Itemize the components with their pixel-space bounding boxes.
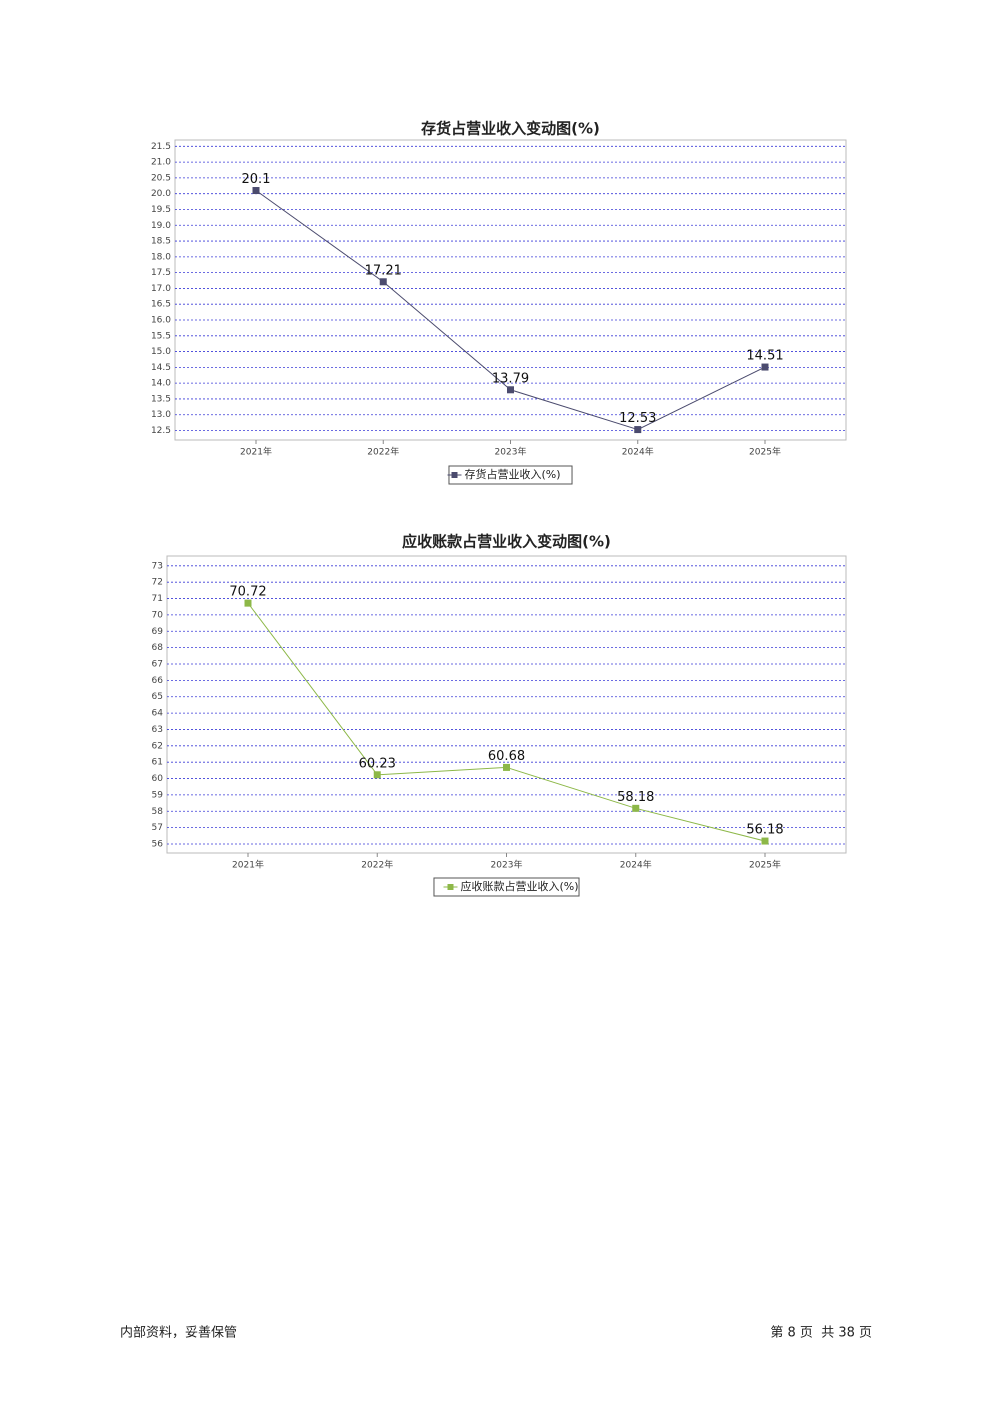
y-tick-label: 16.0	[151, 316, 171, 326]
y-tick-label: 14.5	[151, 363, 171, 373]
y-tick-label: 60	[152, 774, 164, 784]
y-tick-label: 21.0	[151, 158, 171, 168]
y-tick-label: 73	[152, 561, 163, 571]
legend-label: 存货占营业收入(%)	[465, 467, 561, 481]
data-label: 20.1	[242, 172, 271, 187]
legend-marker	[447, 884, 454, 890]
legend-label: 应收账款占营业收入(%)	[461, 879, 579, 893]
x-tick-label: 2022年	[361, 859, 393, 871]
x-tick-label: 2023年	[491, 859, 523, 871]
x-tick-label: 2022年	[367, 446, 399, 458]
y-tick-label: 62	[152, 741, 163, 751]
y-tick-label: 21.5	[151, 142, 171, 152]
y-tick-label: 15.5	[151, 331, 171, 341]
x-tick-label: 2025年	[749, 859, 781, 871]
data-label: 17.21	[365, 263, 402, 278]
y-tick-label: 69	[152, 627, 164, 637]
y-tick-label: 13.5	[151, 394, 171, 404]
y-tick-label: 70	[152, 610, 164, 620]
x-tick-label: 2021年	[232, 859, 264, 871]
point	[503, 763, 510, 771]
y-tick-label: 63	[152, 725, 163, 735]
point	[379, 278, 387, 286]
point	[244, 599, 252, 607]
data-label: 58.18	[617, 790, 654, 805]
y-tick-label: 56	[152, 840, 164, 850]
y-tick-label: 65	[152, 692, 163, 702]
plot-area	[166, 555, 847, 854]
point	[632, 804, 640, 812]
y-tick-label: 71	[152, 594, 163, 604]
legend-box	[433, 877, 580, 897]
y-tick-label: 18.5	[151, 237, 171, 247]
data-label: 60.68	[488, 749, 525, 764]
y-tick-label: 16.5	[151, 300, 171, 310]
data-label: 12.53	[619, 411, 656, 426]
legend-marker	[451, 472, 458, 478]
x-tick-label: 2024年	[622, 446, 654, 458]
y-tick-label: 18.0	[151, 252, 171, 262]
y-tick-label: 68	[152, 643, 164, 653]
footer-right: 第 8 页 共 38 页	[770, 1326, 872, 1341]
data-label: 60.23	[359, 756, 396, 771]
data-label: 14.51	[746, 349, 783, 364]
point	[761, 837, 769, 845]
point	[761, 363, 769, 371]
data-label: 13.79	[492, 371, 529, 386]
y-tick-label: 59	[152, 790, 164, 800]
y-tick-label: 19.0	[151, 221, 171, 231]
chart-title: 存货占营业收入变动图(%)	[421, 120, 600, 138]
y-tick-label: 17.0	[151, 284, 171, 294]
chart-title: 应收账款占营业收入变动图(%)	[402, 533, 611, 551]
y-tick-label: 61	[152, 758, 163, 768]
x-tick-label: 2021年	[240, 446, 272, 458]
x-tick-label: 2023年	[495, 446, 527, 458]
y-tick-label: 57	[152, 823, 163, 833]
y-tick-label: 66	[152, 676, 164, 686]
point	[634, 426, 642, 434]
y-tick-label: 20.0	[151, 189, 171, 199]
y-tick-label: 20.5	[151, 173, 171, 183]
plot-area	[174, 139, 847, 441]
x-tick-label: 2024年	[620, 859, 652, 871]
y-tick-label: 15.0	[151, 347, 171, 357]
y-tick-label: 58	[152, 807, 164, 817]
y-tick-label: 64	[152, 709, 164, 719]
y-tick-label: 72	[152, 578, 163, 588]
point	[252, 187, 260, 195]
point	[507, 386, 514, 394]
y-tick-label: 12.5	[151, 426, 171, 436]
footer-left: 内部资料，妥善保管	[120, 1325, 237, 1341]
y-tick-label: 19.5	[151, 205, 171, 215]
y-tick-label: 14.0	[151, 379, 171, 389]
data-label: 70.72	[229, 585, 266, 600]
y-tick-label: 13.0	[151, 410, 171, 420]
data-label: 56.18	[746, 823, 783, 838]
point	[373, 771, 381, 779]
y-tick-label: 67	[152, 660, 163, 670]
y-tick-label: 17.5	[151, 268, 171, 278]
x-tick-label: 2025年	[749, 446, 781, 458]
